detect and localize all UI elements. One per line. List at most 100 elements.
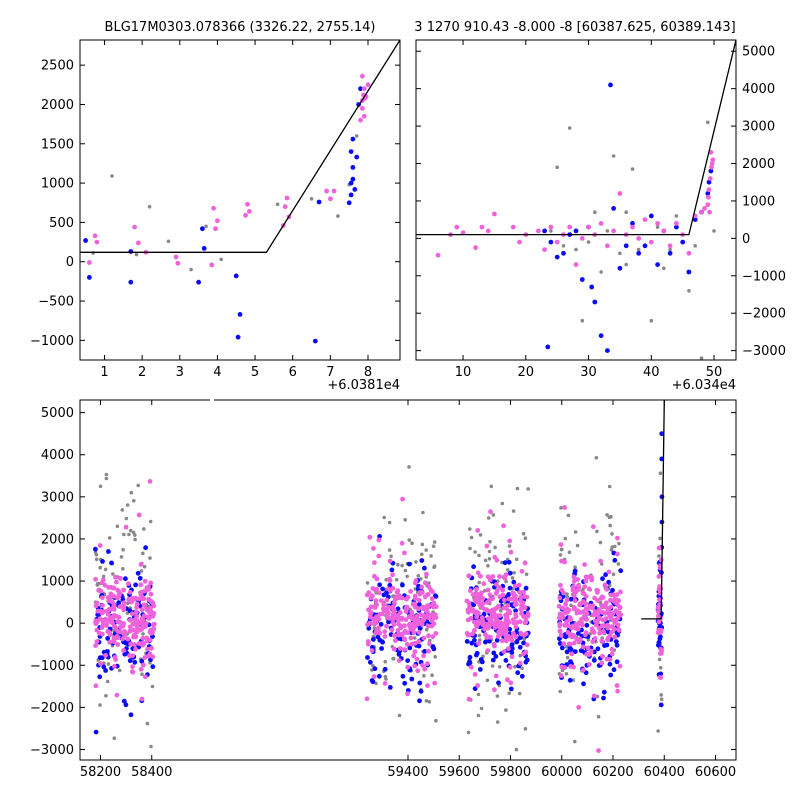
data-point-pink — [387, 588, 393, 594]
data-point-gray — [564, 645, 569, 649]
data-point-gray — [104, 472, 109, 477]
data-point-gray — [204, 224, 208, 229]
data-point-gray — [618, 251, 622, 256]
data-point-pink — [604, 586, 609, 592]
data-point-gray — [432, 564, 437, 568]
data-point-pink — [484, 543, 490, 549]
data-point-pink — [134, 613, 140, 619]
data-point-pink — [138, 666, 144, 672]
data-point-blue — [354, 154, 360, 160]
data-point-pink — [658, 557, 664, 563]
panel-top-right-xticks: 10 20 30 40 50 — [455, 40, 722, 380]
data-point-blue — [405, 658, 411, 663]
data-point-pink — [420, 613, 426, 618]
data-point-blue — [517, 644, 523, 650]
data-point-pink — [121, 600, 127, 606]
data-point-gray — [219, 257, 223, 262]
data-point-pink — [408, 626, 414, 632]
data-point-blue — [542, 228, 547, 234]
data-point-blue — [592, 299, 598, 305]
data-point-blue — [409, 676, 415, 682]
data-point-gray — [510, 576, 515, 580]
data-point-pink — [510, 224, 516, 230]
data-point-gray — [624, 210, 628, 214]
data-point-pink — [94, 239, 100, 245]
data-point-gray — [122, 532, 126, 537]
y-tick-label: 5000 — [41, 406, 74, 421]
data-point-pink — [610, 611, 616, 617]
y-tick-label: 2000 — [41, 532, 74, 547]
data-point-pink — [424, 571, 429, 577]
data-point-gray — [478, 638, 482, 642]
data-point-blue — [659, 431, 665, 437]
data-point-blue — [365, 655, 370, 660]
data-point-pink — [130, 664, 135, 670]
data-point-gray — [611, 572, 616, 577]
data-point-gray — [140, 672, 144, 676]
data-point-pink — [107, 596, 113, 602]
data-point-pink — [568, 664, 574, 669]
data-point-gray — [608, 523, 612, 528]
data-point-pink — [405, 691, 410, 697]
data-point-pink — [584, 651, 589, 657]
data-point-pink — [554, 239, 560, 245]
data-point-gray — [617, 541, 621, 546]
data-point-blue — [350, 165, 356, 170]
data-point-pink — [400, 631, 405, 637]
data-point-pink — [476, 597, 482, 602]
data-point-pink — [175, 260, 181, 266]
data-point-pink — [611, 228, 616, 234]
data-point-pink — [519, 611, 524, 616]
data-point-gray — [483, 588, 487, 593]
data-point-blue — [467, 654, 473, 660]
data-point-pink — [474, 609, 480, 615]
data-point-pink — [585, 645, 591, 651]
data-point-pink — [412, 601, 418, 607]
x-tick-label: 60200 — [592, 765, 633, 780]
data-point-pink — [497, 574, 502, 579]
data-point-gray — [382, 515, 387, 520]
data-point-blue — [523, 585, 529, 591]
data-point-pink — [405, 664, 411, 670]
data-point-blue — [93, 729, 99, 735]
x-tick-label: 60600 — [695, 765, 736, 780]
data-point-pink — [360, 73, 365, 79]
data-point-pink — [568, 633, 573, 638]
data-point-pink — [615, 535, 620, 541]
panel-top-right-yticks: 5000 4000 3000 2000 1000 0 −1000 −2000 −3000 — [416, 45, 786, 359]
data-point-blue — [511, 579, 517, 585]
data-point-gray — [365, 581, 370, 585]
data-point-blue — [514, 639, 520, 645]
data-point-pink — [133, 646, 139, 652]
data-point-blue — [478, 657, 484, 662]
data-point-pink — [110, 638, 116, 644]
data-point-gray — [473, 550, 477, 554]
data-point-pink — [98, 661, 103, 666]
data-point-pink — [601, 623, 606, 628]
data-point-pink — [121, 648, 126, 653]
x-tick-label: 59800 — [490, 765, 531, 780]
data-point-blue — [106, 549, 111, 554]
data-point-pink — [517, 660, 523, 666]
data-point-pink — [521, 589, 526, 595]
data-point-pink — [473, 245, 478, 251]
data-point-pink — [138, 562, 144, 567]
data-point-pink — [503, 632, 508, 638]
data-point-blue — [548, 239, 554, 245]
data-point-blue — [658, 702, 664, 708]
data-point-gray — [424, 548, 429, 552]
data-point-pink — [417, 591, 423, 597]
data-point-pink — [413, 596, 418, 601]
data-point-pink — [127, 589, 133, 595]
data-point-gray — [478, 533, 483, 537]
data-point-pink — [577, 636, 583, 642]
data-point-blue — [601, 695, 606, 701]
data-point-blue — [561, 250, 566, 256]
panel-top-left-xticks: 1 2 3 4 5 6 7 8 — [100, 40, 372, 380]
data-point-pink — [656, 586, 662, 592]
data-point-pink — [508, 680, 514, 686]
data-point-pink — [123, 524, 129, 530]
data-point-blue — [95, 612, 101, 617]
data-point-pink — [485, 587, 491, 593]
data-point-pink — [371, 546, 376, 551]
